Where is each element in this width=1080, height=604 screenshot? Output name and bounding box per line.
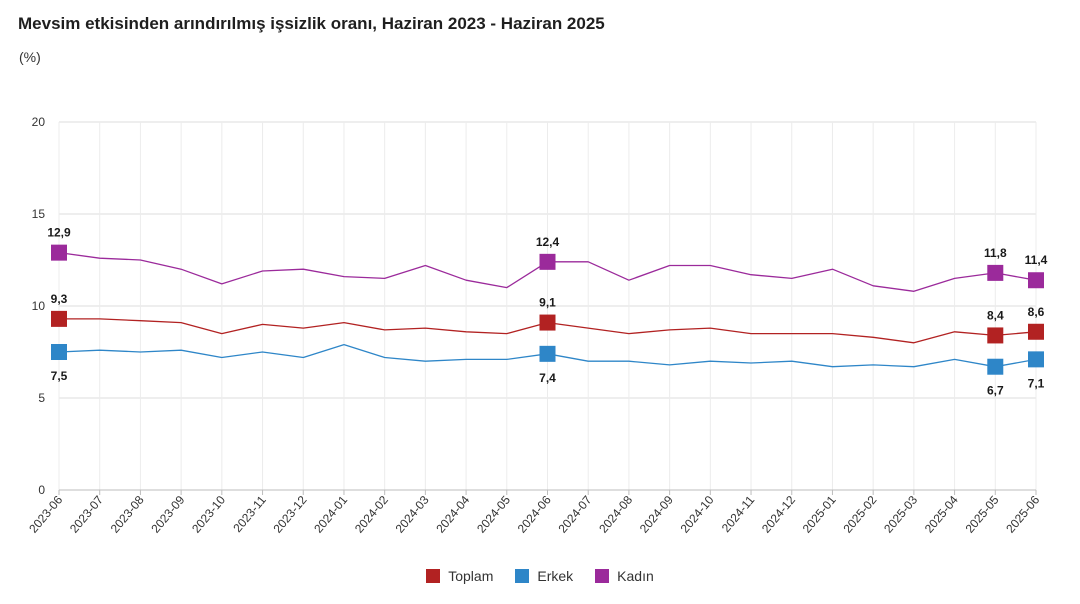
y-tick-label: 15 <box>32 207 46 221</box>
x-tick-labels: 2023-06 2023-07 2023-08 2023-09 2023-10 2023-… <box>26 493 1042 536</box>
data-label: 9,3 <box>51 292 68 306</box>
data-label: 8,6 <box>1028 305 1045 319</box>
legend-swatch <box>426 569 441 583</box>
series-markers <box>51 244 1044 375</box>
legend-swatch <box>595 569 610 583</box>
legend-item-kadın[interactable]: Kadın <box>595 568 654 584</box>
x-tick-label: 2024-05 <box>474 493 513 536</box>
data-point-marker <box>1028 351 1044 368</box>
x-tick-label: 2024-08 <box>596 493 635 536</box>
y-tick-label: 20 <box>32 115 46 129</box>
x-tick-label: 2025-05 <box>963 493 1002 536</box>
data-point-marker <box>1028 323 1044 340</box>
legend-item-toplam[interactable]: Toplam <box>426 568 493 584</box>
x-tick-label: 2023-11 <box>230 493 269 535</box>
x-tick-label: 2023-08 <box>108 493 147 536</box>
x-tick-label: 2024-02 <box>352 493 391 536</box>
grid-layer <box>58 121 1037 495</box>
data-label: 7,1 <box>1028 376 1045 390</box>
y-tick-label: 5 <box>38 391 45 405</box>
legend-label: Kadın <box>617 568 654 584</box>
data-label: 11,8 <box>984 246 1007 260</box>
x-tick-label: 2023-12 <box>271 493 310 536</box>
x-tick-label: 2024-10 <box>678 493 717 536</box>
data-label: 7,4 <box>539 371 556 385</box>
data-label: 12,9 <box>47 226 71 240</box>
chart-title: Mevsim etkisinden arındırılmış işsizlik … <box>18 14 605 33</box>
data-point-marker <box>1028 272 1044 289</box>
y-tick-label: 0 <box>38 483 45 497</box>
data-point-marker <box>539 253 556 270</box>
data-point-marker <box>987 327 1004 344</box>
x-tick-label: 2024-01 <box>311 493 350 536</box>
data-label: 9,1 <box>539 296 556 310</box>
data-point-marker <box>51 310 67 327</box>
data-point-marker <box>987 264 1004 281</box>
data-point-marker <box>51 344 67 360</box>
x-tick-label: 2025-01 <box>800 493 839 536</box>
x-tick-label: 2024-04 <box>433 493 472 536</box>
x-tick-label: 2023-07 <box>67 493 106 536</box>
data-point-marker <box>539 345 556 362</box>
x-tick-label: 2024-12 <box>759 493 798 536</box>
x-tick-label: 2023-09 <box>148 493 187 536</box>
legend-swatch <box>515 569 530 583</box>
legend-label: Erkek <box>537 568 574 584</box>
y-tick-label: 10 <box>32 299 46 313</box>
data-point-marker <box>987 358 1004 375</box>
data-label: 12,4 <box>536 235 560 249</box>
data-labels: 9,3 9,1 8,4 8,6 7,5 7,4 6,7 7,1 12,9 12,4 11,8 11,4 <box>47 226 1047 398</box>
data-point-marker <box>51 244 67 261</box>
legend: Toplam Erkek Kadın <box>0 568 1080 584</box>
legend-label: Toplam <box>448 568 494 584</box>
legend-item-erkek[interactable]: Erkek <box>515 568 573 584</box>
x-tick-label: 2024-07 <box>555 493 594 536</box>
x-tick-label: 2025-02 <box>840 493 879 536</box>
data-point-marker <box>539 314 556 331</box>
data-label: 7,5 <box>51 369 68 383</box>
x-tick-label: 2023-06 <box>26 493 65 536</box>
x-tick-label: 2025-03 <box>881 493 920 536</box>
x-tick-label: 2024-09 <box>637 493 676 536</box>
x-tick-label: 2023-10 <box>189 493 228 536</box>
data-label: 11,4 <box>1025 253 1048 267</box>
y-axis-unit: (%) <box>19 49 41 65</box>
x-tick-label: 2024-03 <box>393 493 432 536</box>
data-label: 6,7 <box>987 384 1004 398</box>
x-tick-label: 2025-04 <box>922 493 961 536</box>
y-tick-labels: 0 5 10 15 20 <box>32 115 46 497</box>
x-tick-label: 2025-06 <box>1003 493 1042 536</box>
x-tick-label: 2024-06 <box>515 493 554 536</box>
x-tick-label: 2024-11 <box>719 493 758 535</box>
data-label: 8,4 <box>987 308 1004 322</box>
